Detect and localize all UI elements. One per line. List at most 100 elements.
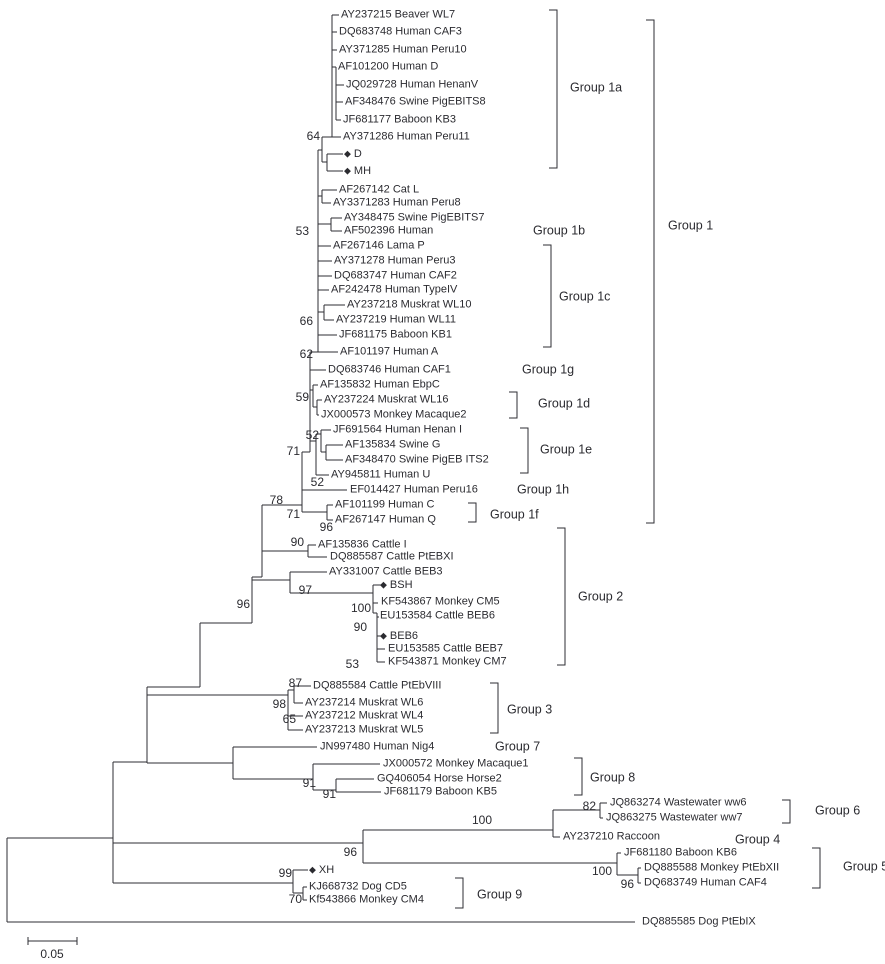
group-bracket: [574, 757, 583, 796]
taxon-label: AY348475 Swine PigEBITS7: [344, 211, 485, 224]
group-label: Group 9: [477, 887, 523, 902]
group-bracket: [520, 427, 529, 474]
bootstrap-value: 82: [582, 799, 596, 813]
bootstrap-value: 64: [306, 129, 320, 143]
taxon-label: AY237218 Muskrat WL10: [347, 298, 472, 311]
bootstrap-value: 90: [290, 535, 304, 549]
taxon-label: DQ683747 Human CAF2: [334, 269, 457, 282]
bootstrap-value: 96: [343, 845, 357, 859]
taxon-label: AF135834 Swine G: [345, 438, 441, 451]
diamond-marker-icon: ◆: [344, 165, 351, 176]
bootstrap-value: 100: [591, 864, 612, 878]
diamond-marker-icon: ◆: [344, 148, 351, 159]
diamond-marker-icon: ◆: [380, 630, 387, 641]
group-bracket: [509, 391, 518, 419]
bootstrap-value: 98: [272, 697, 286, 711]
taxon-label: JF691564 Human Henan I: [333, 423, 463, 436]
taxon-label: AF101197 Human A: [340, 345, 439, 358]
bootstrap-value: 96: [319, 520, 333, 534]
diamond-marker-icon: ◆: [380, 579, 387, 590]
taxon-label: JX000572 Monkey Macaque1: [383, 757, 529, 770]
taxon-label: JN997480 Human Nig4: [320, 740, 435, 753]
group-bracket: [455, 877, 464, 909]
group-label: Group 1a: [570, 80, 623, 95]
group-bracket: [782, 799, 791, 824]
taxon-label: AY237219 Human WL11: [336, 313, 457, 326]
group-bracket: [646, 19, 655, 524]
bootstrap-value: 96: [236, 597, 250, 611]
group-label: Group 5: [843, 859, 885, 874]
taxon-label: ◆ XH: [309, 863, 335, 876]
bootstrap-value: 65: [282, 712, 296, 726]
taxon-label: AY237214 Muskrat WL6: [305, 696, 424, 709]
taxon-label: AF348476 Swine PigEBITS8: [345, 95, 486, 108]
taxon-label: AF348470 Swine PigEB ITS2: [345, 453, 489, 466]
bootstrap-value: 97: [298, 583, 312, 597]
taxon-label: DQ885584 Cattle PtEbVIII: [313, 679, 442, 692]
group-label: Group 1h: [517, 482, 570, 497]
group-label: Group 1d: [538, 396, 591, 411]
taxon-label: AY3371283 Human Peru8: [333, 196, 461, 209]
bootstrap-value: 66: [299, 314, 313, 328]
taxon-label: DQ885587 Cattle PtEBXI: [330, 550, 454, 563]
taxon-label: AY331007 Cattle BEB3: [329, 565, 443, 578]
group-bracket: [549, 9, 558, 169]
bootstrap-value: 91: [302, 776, 316, 790]
taxon-label: JQ029728 Human HenanV: [346, 78, 479, 91]
group-label: Group 1g: [522, 362, 575, 377]
taxon-label: JQ863274 Wastewater ww6: [610, 796, 747, 809]
taxon-label: AY237212 Muskrat WL4: [305, 709, 424, 722]
bootstrap-value: 91: [322, 787, 336, 801]
group-label: Group 1: [668, 218, 714, 233]
taxon-label: ◆ BEB6: [380, 629, 419, 642]
taxon-label: JF681175 Baboon KB1: [339, 328, 452, 341]
bootstrap-value: 71: [286, 507, 300, 521]
taxon-label: AY237215 Beaver WL7: [341, 8, 456, 21]
taxon-label: AY237213 Muskrat WL5: [305, 723, 424, 736]
taxon-label: GQ406054 Horse Horse2: [377, 772, 502, 785]
bootstrap-value: 100: [471, 813, 492, 827]
taxon-label: KF543871 Monkey CM7: [388, 655, 507, 668]
taxon-label: JQ863275 Wastewater ww7: [606, 811, 743, 824]
bootstrap-value: 53: [295, 224, 309, 238]
taxon-label: EF014427 Human Peru16: [350, 483, 478, 496]
group-bracket: [557, 527, 566, 666]
scale-bar-label: 0.05: [40, 947, 64, 961]
taxon-label: AF267142 Cat L: [339, 183, 420, 196]
group-label: Group 6: [815, 803, 861, 818]
bootstrap-value: 59: [295, 390, 309, 404]
bootstrap-value: 99: [278, 866, 292, 880]
taxon-label: KJ668732 Dog CD5: [309, 880, 407, 893]
taxon-label: AY945811 Human U: [331, 468, 431, 481]
taxon-label: DQ683749 Human CAF4: [644, 876, 767, 889]
taxon-label: AF101200 Human D: [338, 60, 439, 73]
taxon-label: JF681179 Baboon KB5: [384, 785, 497, 798]
taxon-label: AF135832 Human EbpC: [320, 378, 440, 391]
taxon-label: EU153584 Cattle BEB6: [380, 609, 495, 622]
group-label: Group 7: [495, 739, 541, 754]
taxon-label: AY371285 Human Peru10: [339, 43, 467, 56]
bootstrap-value: 62: [299, 347, 313, 361]
bootstrap-value: 53: [345, 657, 359, 671]
taxon-label: JF681177 Baboon KB3: [343, 113, 456, 126]
group-bracket: [468, 502, 477, 523]
taxon-label: AF101199 Human C: [335, 498, 435, 511]
bootstrap-value: 71: [286, 444, 300, 458]
diamond-marker-icon: ◆: [309, 864, 316, 875]
taxon-label: DQ885588 Monkey PtEbXII: [644, 861, 780, 874]
group-bracket: [490, 682, 499, 734]
taxon-label: AY371286 Human Peru11: [343, 130, 470, 143]
taxon-label: Kf543866 Monkey CM4: [309, 893, 424, 906]
group-label: Group 1e: [540, 442, 593, 457]
bootstrap-value: 70: [288, 892, 302, 906]
taxon-label: DQ683746 Human CAF1: [328, 363, 451, 376]
taxon-label: AF502396 Human: [344, 224, 434, 237]
taxon-label: JX000573 Monkey Macaque2: [321, 408, 467, 421]
taxon-label: EU153585 Cattle BEB7: [388, 642, 503, 655]
taxon-label: ◆ MH: [344, 164, 372, 177]
taxon-label: DQ885585 Dog PtEbIX: [642, 915, 756, 928]
taxon-label: AF267146 Lama P: [333, 239, 425, 252]
group-label: Group 2: [578, 589, 624, 604]
